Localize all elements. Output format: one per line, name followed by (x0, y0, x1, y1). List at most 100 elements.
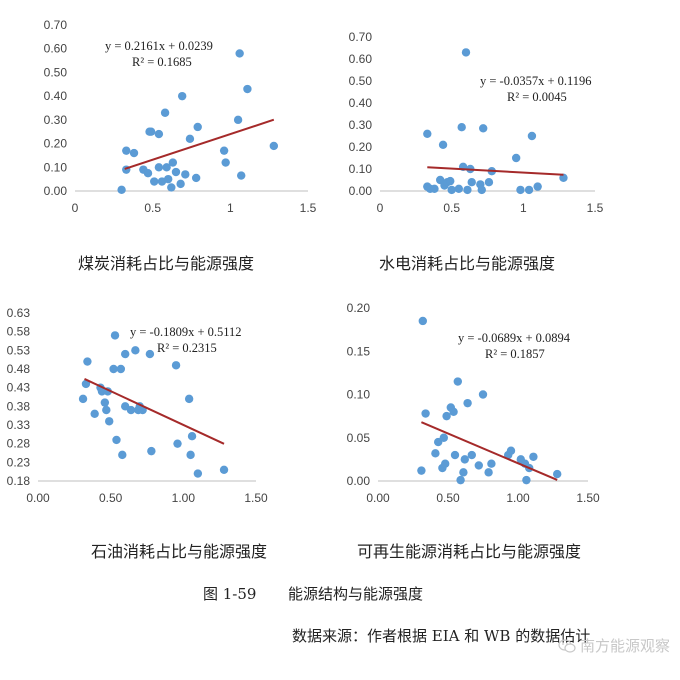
data-point (126, 405, 136, 415)
data-point (164, 174, 173, 184)
trend-line (421, 421, 558, 481)
data-point (150, 177, 159, 186)
data-point (110, 331, 120, 340)
y-tick-label: 0.50 (44, 65, 68, 79)
y-tick-label: 0.10 (347, 388, 371, 402)
y-tick-label: 0.33 (7, 418, 31, 432)
data-point (118, 450, 127, 460)
data-point (463, 185, 472, 195)
y-tick-label: 0.23 (7, 455, 31, 469)
data-point (193, 122, 202, 132)
data-point (90, 409, 99, 418)
watermark: 南方能源观察 (558, 635, 670, 656)
data-point (421, 409, 430, 418)
data-point (102, 405, 111, 415)
y-tick-label: 0.00 (347, 474, 371, 488)
data-point (145, 349, 155, 359)
data-point (559, 173, 568, 182)
trend-line (124, 118, 275, 170)
data-point (83, 357, 92, 366)
figure-number: 图 1-59 (203, 585, 257, 603)
x-tick-label: 1.00 (506, 491, 530, 505)
data-point (121, 349, 130, 359)
data-point (100, 398, 110, 407)
data-point (417, 466, 426, 475)
data-point (430, 184, 439, 193)
data-point (168, 158, 178, 167)
r-squared-label: R² = 0.0045 (507, 90, 567, 104)
r-squared-label: R² = 0.1857 (485, 347, 545, 361)
data-point (147, 446, 156, 456)
data-point (522, 475, 531, 485)
y-tick-label: 0.05 (347, 431, 371, 445)
data-point (109, 364, 118, 374)
data-point (529, 452, 538, 461)
data-point (442, 411, 451, 421)
y-tick-label: 0.63 (7, 306, 31, 320)
y-tick-label: 0.43 (7, 381, 31, 395)
y-tick-label: 0.00 (44, 184, 68, 198)
data-point (453, 377, 462, 386)
data-point (269, 141, 279, 151)
data-point (184, 394, 194, 404)
x-tick-label: 1.5 (587, 201, 604, 215)
y-tick-label: 0.20 (44, 137, 68, 151)
r-squared-label: R² = 0.2315 (157, 341, 217, 355)
data-point (167, 183, 176, 192)
data-point (450, 450, 460, 460)
y-tick-label: 0.28 (7, 437, 31, 451)
data-point (154, 129, 164, 139)
data-point (154, 163, 164, 172)
data-point (171, 361, 181, 370)
data-point (460, 455, 469, 464)
data-point (467, 450, 476, 460)
data-point (105, 417, 114, 426)
y-tick-label: 0.18 (7, 474, 31, 488)
data-source-note: 数据来源：作者根据 EIA 和 WB 的数据估计 (292, 627, 591, 645)
data-point (112, 435, 121, 445)
y-tick-label: 0.53 (7, 343, 31, 357)
data-point (176, 179, 185, 189)
data-point (173, 439, 182, 448)
data-point (454, 184, 464, 193)
regression-equation: y = -0.1809x + 0.5112 (130, 325, 242, 339)
chart-title-hydro: 水电消耗占比与能源强度 (379, 254, 556, 273)
y-tick-label: 0.30 (44, 113, 68, 127)
chart-title-renewable: 可再生能源消耗占比与能源强度 (357, 542, 582, 561)
data-point (457, 123, 466, 132)
data-point (511, 153, 521, 163)
chart-title-oil: 石油消耗占比与能源强度 (91, 542, 268, 561)
chart-title-coal: 煤炭消耗占比与能源强度 (78, 254, 255, 273)
data-point (553, 469, 562, 479)
x-tick-label: 0.00 (366, 491, 390, 505)
y-tick-label: 0.70 (349, 30, 373, 44)
data-point (484, 178, 494, 187)
y-tick-label: 0.20 (347, 301, 371, 315)
data-point (243, 84, 252, 94)
data-point (160, 108, 170, 117)
data-point (129, 148, 139, 158)
x-tick-label: 1 (227, 201, 234, 215)
data-point (122, 146, 131, 155)
data-point (193, 469, 203, 478)
data-point (478, 390, 488, 399)
y-tick-label: 0.20 (349, 140, 373, 154)
data-point (479, 124, 488, 133)
y-tick-label: 0.60 (349, 52, 373, 66)
y-tick-label: 0.10 (349, 162, 373, 176)
x-tick-label: 0.00 (26, 491, 50, 505)
data-point (185, 134, 195, 144)
renewable-scatter-chart: 0.00 0.50 1.00 1.50 0.00 0.05 0.10 0.15 0.20 y = … (340, 296, 680, 566)
oil-scatter-chart: 0.00 0.50 1.00 1.50 0.18 0.23 0.28 0.33 0.38 0.43… (0, 296, 340, 566)
data-point (177, 91, 187, 101)
y-tick-label: 0.50 (349, 74, 373, 88)
data-point (78, 394, 88, 404)
regression-equation: y = -0.0357x + 0.1196 (480, 74, 592, 88)
trend-line (427, 166, 564, 176)
x-tick-label: 1.5 (300, 201, 317, 215)
data-point (447, 185, 456, 195)
x-tick-label: 0 (72, 201, 79, 215)
data-point (97, 387, 107, 396)
data-point (487, 459, 496, 468)
data-point (446, 176, 455, 186)
